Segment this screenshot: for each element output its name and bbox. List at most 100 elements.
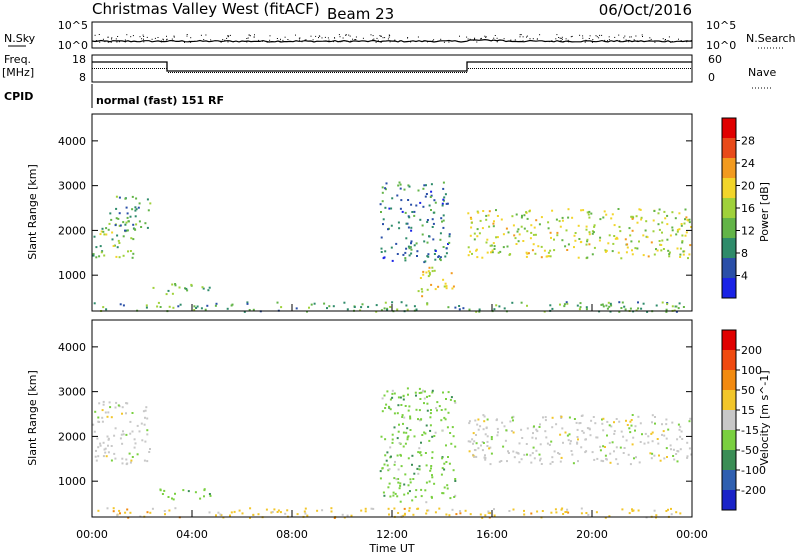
heatmap-cell <box>112 510 115 513</box>
nave-point <box>626 68 627 69</box>
heatmap-cell <box>415 204 418 207</box>
heatmap-cell <box>661 231 663 234</box>
noise-left-tick-top: 10^5 <box>58 19 88 32</box>
heatmap-cell <box>428 439 431 442</box>
heatmap-cell <box>517 240 520 243</box>
heatmap-cell <box>124 197 127 200</box>
power-cbar-tick-label: 28 <box>741 135 755 148</box>
heatmap-cell <box>122 304 125 307</box>
nave-point <box>514 68 515 69</box>
heatmap-cell <box>631 508 633 511</box>
heatmap-cell <box>431 451 434 454</box>
velocity-cbar-tick-label: -15 <box>741 424 759 437</box>
heatmap-cell <box>400 465 403 468</box>
noise-point <box>373 38 375 40</box>
heatmap-cell <box>423 184 426 187</box>
heatmap-cell <box>186 289 189 292</box>
heatmap-cell <box>119 303 122 306</box>
heatmap-cell <box>454 306 457 309</box>
heatmap-cell <box>194 491 197 494</box>
heatmap-cell <box>566 434 569 437</box>
heatmap-cell <box>393 392 396 395</box>
heatmap-cell <box>110 445 113 447</box>
heatmap-cell <box>418 419 421 422</box>
heatmap-cell <box>437 285 440 288</box>
heatmap-cell <box>359 309 362 312</box>
nave-point <box>348 72 349 73</box>
noise-point <box>484 35 486 37</box>
heatmap-cell <box>102 400 105 403</box>
heatmap-cell <box>618 310 621 313</box>
heatmap-cell <box>550 236 552 239</box>
heatmap-cell <box>383 394 386 397</box>
noise-point <box>526 35 528 37</box>
heatmap-cell <box>512 508 515 511</box>
heatmap-cell <box>502 246 505 249</box>
heatmap-cell <box>208 286 211 289</box>
heatmap-cell <box>665 510 668 512</box>
nave-tick-top: 60 <box>708 53 722 66</box>
velocity-cbar-tick-label: 100 <box>741 364 762 377</box>
heatmap-cell <box>125 206 128 209</box>
nave-point <box>370 72 371 73</box>
heatmap-cell <box>398 423 400 426</box>
heatmap-cell <box>481 227 484 230</box>
heatmap-cell <box>522 240 525 242</box>
noise-point <box>443 41 445 43</box>
heatmap-cell <box>119 512 121 515</box>
heatmap-cell <box>549 255 552 258</box>
heatmap-cell <box>430 183 433 186</box>
heatmap-cell <box>441 456 444 459</box>
heatmap-cell <box>391 392 394 395</box>
heatmap-cell <box>384 301 387 304</box>
heatmap-cell <box>637 415 640 418</box>
heatmap-cell <box>193 309 196 311</box>
heatmap-cell <box>651 440 654 443</box>
heatmap-cell <box>505 429 508 432</box>
nave-point <box>214 72 215 73</box>
heatmap-cell <box>417 189 420 192</box>
heatmap-cell <box>447 391 450 394</box>
noise-point <box>387 38 389 40</box>
heatmap-cell <box>121 412 123 415</box>
heatmap-cell <box>549 231 552 234</box>
heatmap-cell <box>572 462 575 465</box>
heatmap-cell <box>276 301 279 304</box>
heatmap-cell <box>604 516 607 519</box>
heatmap-cell <box>202 287 205 290</box>
noise-point <box>448 41 450 43</box>
nave-point <box>168 72 169 73</box>
nave-point <box>486 68 487 69</box>
heatmap-cell <box>545 255 548 258</box>
heatmap-cell <box>428 480 431 483</box>
power-cbar-segment <box>722 118 736 138</box>
heatmap-cell <box>383 307 386 310</box>
heatmap-cell <box>407 199 410 201</box>
nave-point <box>418 72 419 73</box>
heatmap-cell <box>101 416 104 419</box>
heatmap-cell <box>433 199 436 202</box>
heatmap-cell <box>635 456 637 459</box>
noise-point <box>407 37 409 39</box>
heatmap-cell <box>380 247 383 250</box>
heatmap-cell <box>393 507 396 510</box>
heatmap-cell <box>124 223 127 226</box>
heatmap-cell <box>520 225 523 228</box>
nave-point <box>122 68 123 69</box>
heatmap-cell <box>121 457 124 460</box>
heatmap-cell <box>280 306 283 309</box>
heatmap-cell <box>141 439 144 442</box>
heatmap-cell <box>427 275 430 278</box>
heatmap-cell <box>453 400 456 403</box>
nave-point <box>594 68 595 69</box>
heatmap-cell <box>497 251 500 254</box>
nave-point <box>434 72 435 73</box>
heatmap-cell <box>670 507 672 510</box>
heatmap-cell <box>98 421 101 423</box>
heatmap-cell <box>593 224 596 227</box>
heatmap-cell <box>396 308 399 311</box>
heatmap-cell <box>428 266 431 269</box>
heatmap-cell <box>502 445 505 448</box>
heatmap-cell <box>425 481 428 484</box>
velocity-ytick-label: 2000 <box>58 430 86 443</box>
